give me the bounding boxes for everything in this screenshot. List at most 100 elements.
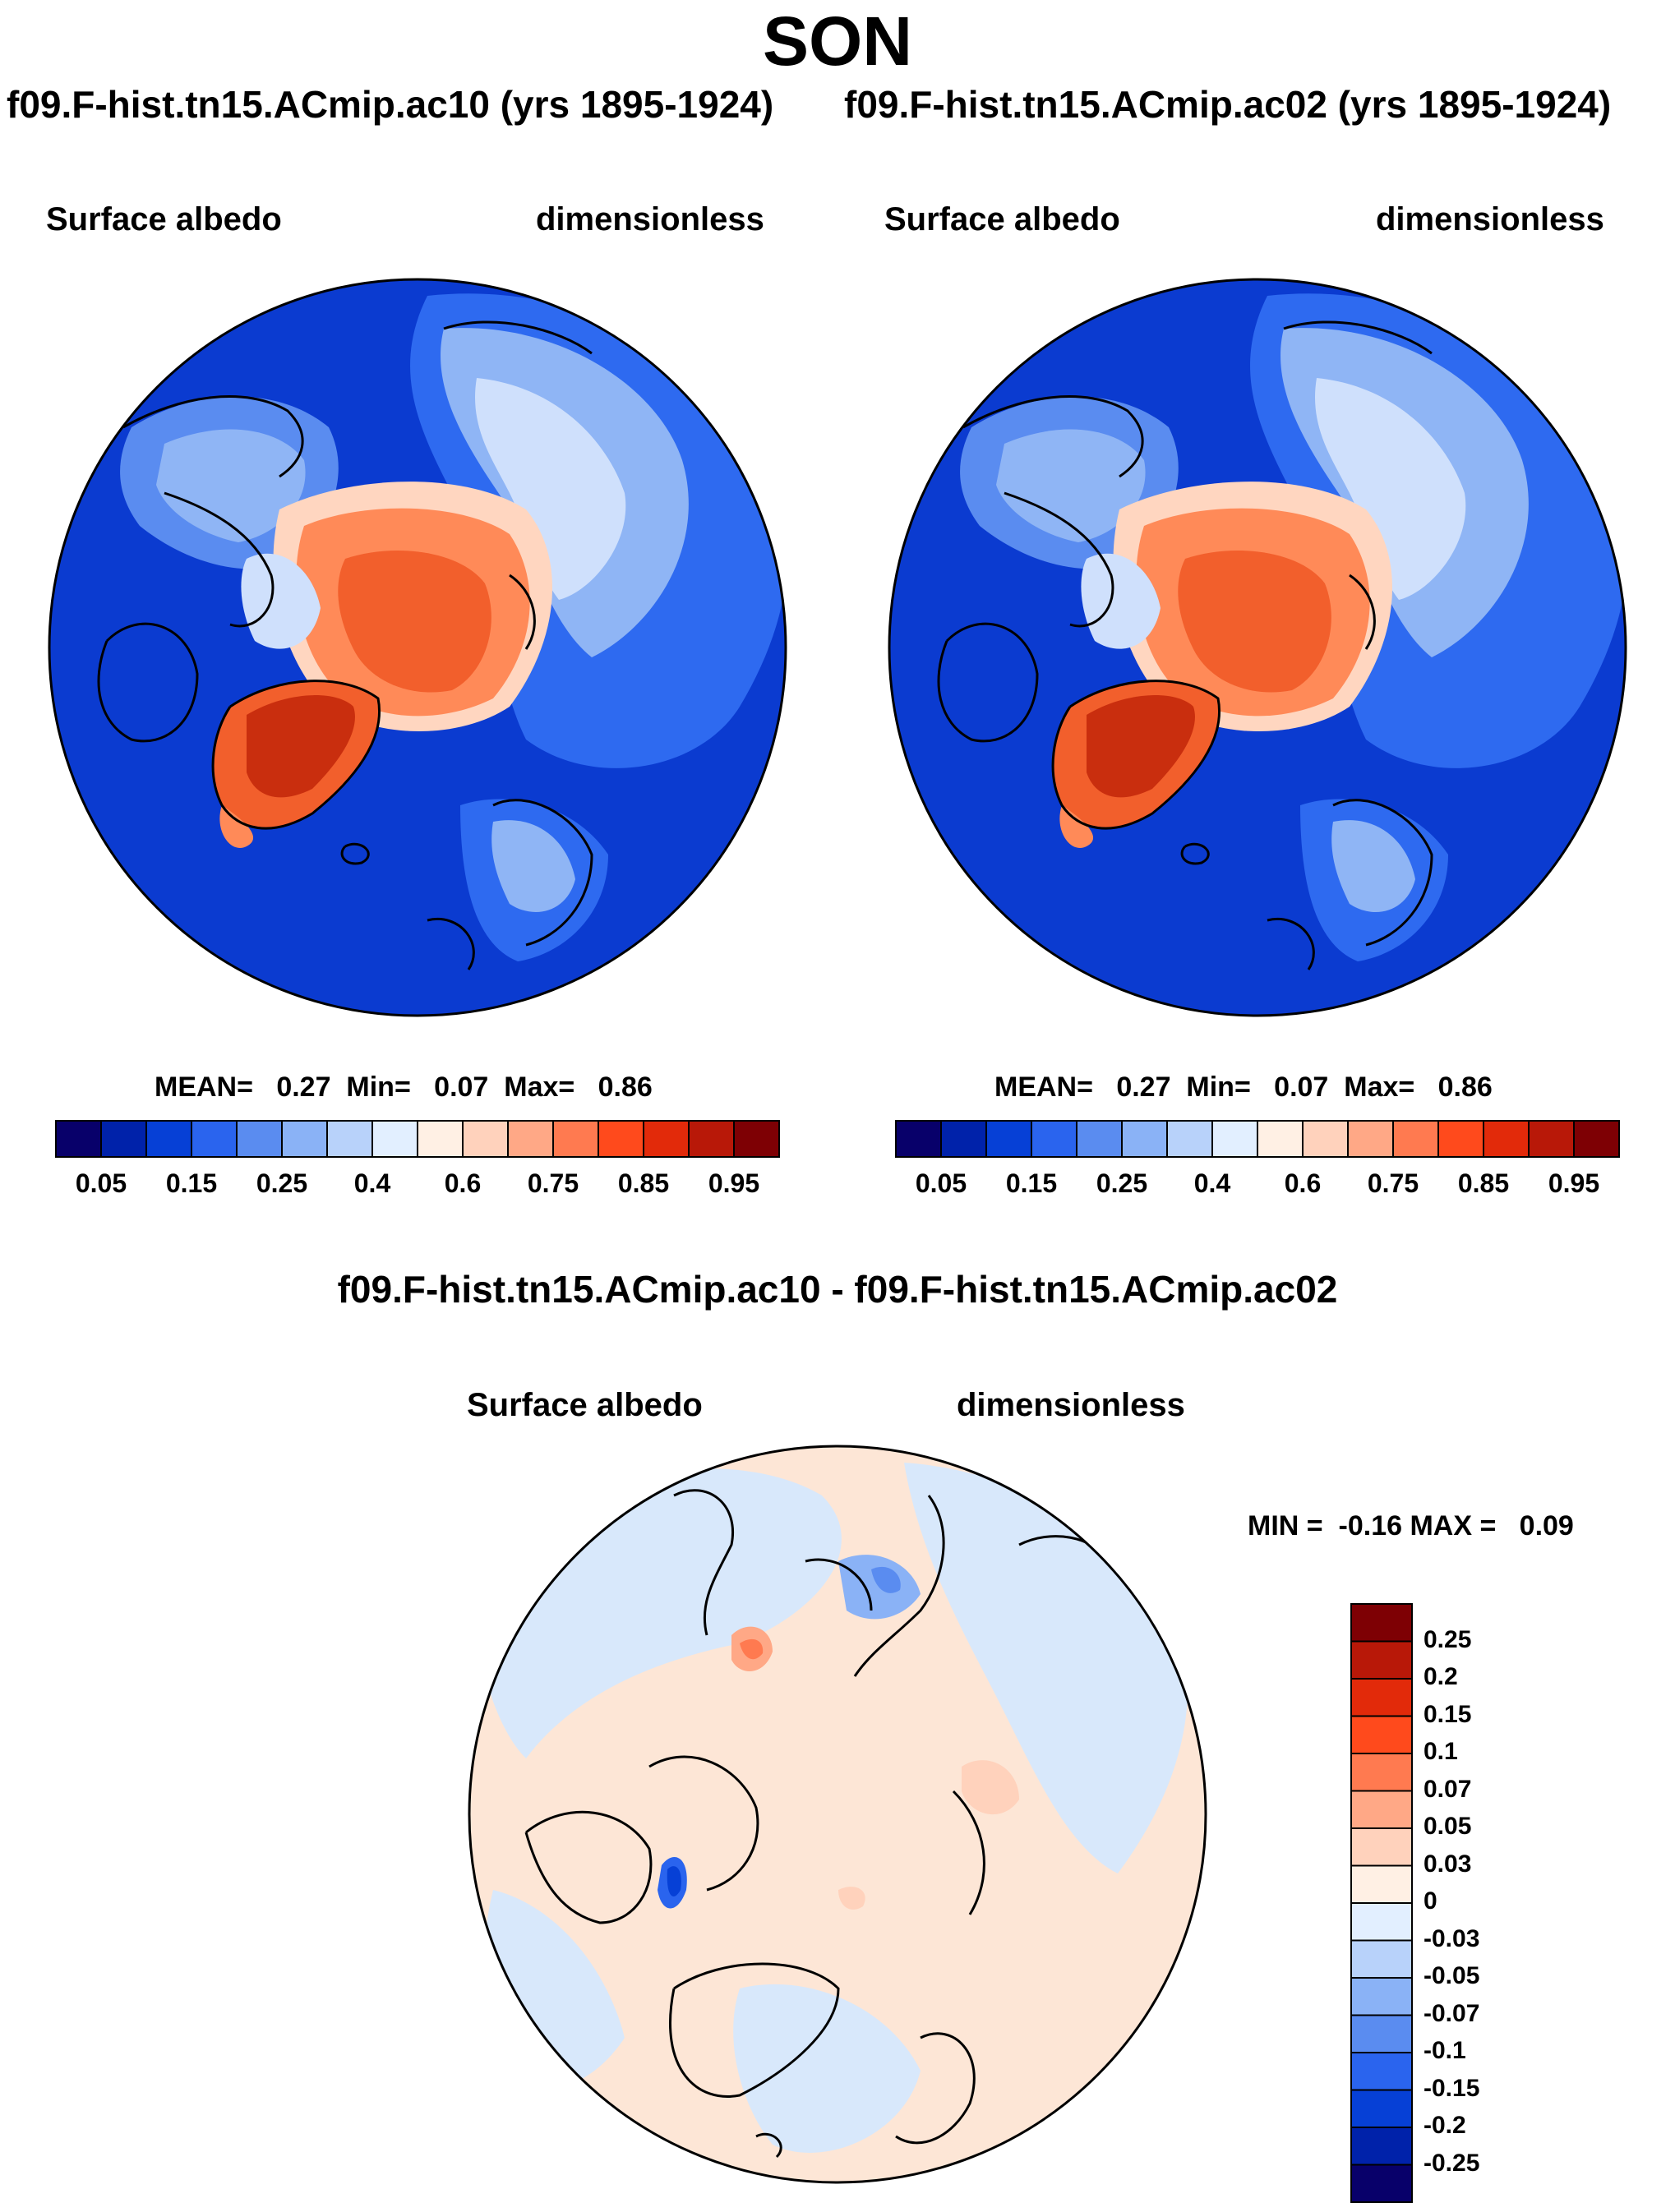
- arctic-ocean-ice-core: [338, 551, 491, 693]
- colorbar-tick-label: -0.07: [1424, 1999, 1480, 2027]
- colorbar-box: [598, 1120, 644, 1158]
- colorbar-box: [1076, 1120, 1123, 1158]
- colorbar-tick-label: 0.85: [617, 1168, 670, 1198]
- colorbar-box: [145, 1120, 192, 1158]
- canada-pale: [156, 429, 306, 542]
- colorbar-box: [1350, 1864, 1413, 1904]
- colorbar-box: [281, 1120, 328, 1158]
- colorbar-box: [1350, 1977, 1413, 2016]
- colorbar-tick-label: 0.95: [708, 1168, 760, 1198]
- colorbar-box: [1211, 1120, 1258, 1158]
- colorbar-tick-label: 0.25: [1096, 1168, 1148, 1198]
- colorbar-tick-label: 0.4: [353, 1168, 391, 1198]
- colorbar-tick-label: 0.25: [1424, 1625, 1472, 1653]
- map-border: [48, 278, 787, 1017]
- coastlines: [97, 320, 593, 970]
- diff-variable: Surface albedo: [467, 1387, 703, 1423]
- colorbar-tick-label: 0.15: [165, 1168, 218, 1198]
- colorbar-box: [895, 1120, 942, 1158]
- hudson-bay: [99, 624, 197, 741]
- colorbar-tick-label: 0.95: [1548, 1168, 1600, 1198]
- colorbar-tick-label: 0.6: [444, 1168, 482, 1198]
- colorbar-tick-label: 0.05: [75, 1168, 127, 1198]
- colorbar-tick-label: 0.1: [1424, 1738, 1458, 1765]
- map-ocean: [49, 279, 786, 1016]
- colorbar-tick-label: 0.15: [1424, 1700, 1472, 1728]
- siberia-blue-band: [410, 293, 786, 768]
- panel-left-variable: Surface albedo: [46, 201, 282, 237]
- colorbar-box: [100, 1120, 147, 1158]
- colorbar-tick-label: -0.25: [1424, 2149, 1480, 2177]
- colorbar-diff: [1350, 1603, 1413, 2203]
- map-border-right: [888, 278, 1627, 1017]
- colorbar-box: [1573, 1120, 1620, 1158]
- colorbar-box: [1350, 1678, 1413, 1717]
- colorbar-box: [417, 1120, 464, 1158]
- colorbar-box: [552, 1120, 599, 1158]
- colorbar-box: [1350, 2014, 1413, 2053]
- colorbar-box: [1350, 2164, 1413, 2203]
- panel-right-units: dimensionless: [1376, 201, 1604, 237]
- colorbar-tick-label: -0.2: [1424, 2112, 1466, 2139]
- colorbar-tick-label: -0.1: [1424, 2037, 1466, 2064]
- season-title: SON: [762, 2, 913, 80]
- panel-right-stats: MEAN= 0.27 Min= 0.07 Max= 0.86: [994, 1071, 1493, 1103]
- colorbar-box: [1350, 1753, 1413, 1792]
- scandinavia-light: [491, 820, 575, 912]
- colorbar-box: [1350, 2052, 1413, 2091]
- colorbar-tick-label: 0: [1424, 1887, 1437, 1915]
- colorbar-tick-label: 0.75: [1367, 1168, 1419, 1198]
- colorbar-box: [1528, 1120, 1575, 1158]
- canada-light: [120, 396, 339, 569]
- colorbar-box: [1350, 1715, 1413, 1754]
- colorbar-box: [326, 1120, 373, 1158]
- diff-stats: MIN = -0.16 MAX = 0.09: [1248, 1510, 1574, 1541]
- colorbar-box: [1350, 1902, 1413, 1942]
- panel-right-variable: Surface albedo: [884, 201, 1120, 237]
- colorbar-box: [1166, 1120, 1213, 1158]
- colorbar-box: [1302, 1120, 1349, 1158]
- colorbar-left: [55, 1120, 780, 1158]
- colorbar-tick-label: -0.03: [1424, 1924, 1480, 1952]
- colorbar-box: [1483, 1120, 1530, 1158]
- arctic-ocean-ice-orange: [296, 508, 530, 717]
- colorbar-right: [895, 1120, 1620, 1158]
- colorbar-box: [1121, 1120, 1168, 1158]
- colorbar-box: [1350, 2127, 1413, 2166]
- colorbar-box: [462, 1120, 509, 1158]
- colorbar-box: [55, 1120, 102, 1158]
- diff-title: f09.F-hist.tn15.ACmip.ac10 - f09.F-hist.…: [337, 1268, 1338, 1311]
- colorbar-box: [1392, 1120, 1439, 1158]
- colorbar-tick-label: 0.85: [1457, 1168, 1510, 1198]
- colorbar-box: [733, 1120, 780, 1158]
- colorbar-tick-label: 0.4: [1193, 1168, 1231, 1198]
- colorbar-tick-label: 0.05: [915, 1168, 967, 1198]
- colorbar-box: [985, 1120, 1032, 1158]
- colorbar-box: [191, 1120, 238, 1158]
- colorbar-tick-label: 0.6: [1284, 1168, 1322, 1198]
- colorbar-box: [507, 1120, 554, 1158]
- siberia-light: [441, 328, 689, 657]
- colorbar-box: [688, 1120, 735, 1158]
- arctic-ocean-ice-pale: [273, 482, 553, 731]
- panel-right-case-title: f09.F-hist.tn15.ACmip.ac02 (yrs 1895-192…: [844, 83, 1612, 126]
- colorbar-tick-label: 0.03: [1424, 1850, 1472, 1878]
- colorbar-tick-label: 0.2: [1424, 1663, 1458, 1690]
- colorbar-box: [1347, 1120, 1394, 1158]
- colorbar-box: [1350, 1640, 1413, 1680]
- colorbar-box: [940, 1120, 987, 1158]
- colorbar-box: [236, 1120, 283, 1158]
- europe-blue: [460, 799, 608, 961]
- colorbar-box: [371, 1120, 418, 1158]
- greenland-tail: [219, 805, 254, 848]
- caa-islands: [241, 553, 321, 649]
- greenland-core: [247, 695, 355, 798]
- panel-left-stats: MEAN= 0.27 Min= 0.07 Max= 0.86: [155, 1071, 653, 1103]
- colorbar-tick-label: -0.15: [1424, 2074, 1480, 2102]
- colorbar-tick-label: 0.75: [527, 1168, 579, 1198]
- colorbar-box: [1350, 1790, 1413, 1829]
- panel-left-case-title: f09.F-hist.tn15.ACmip.ac10 (yrs 1895-192…: [7, 83, 774, 126]
- panel-left-units: dimensionless: [536, 201, 764, 237]
- colorbar-box: [1031, 1120, 1077, 1158]
